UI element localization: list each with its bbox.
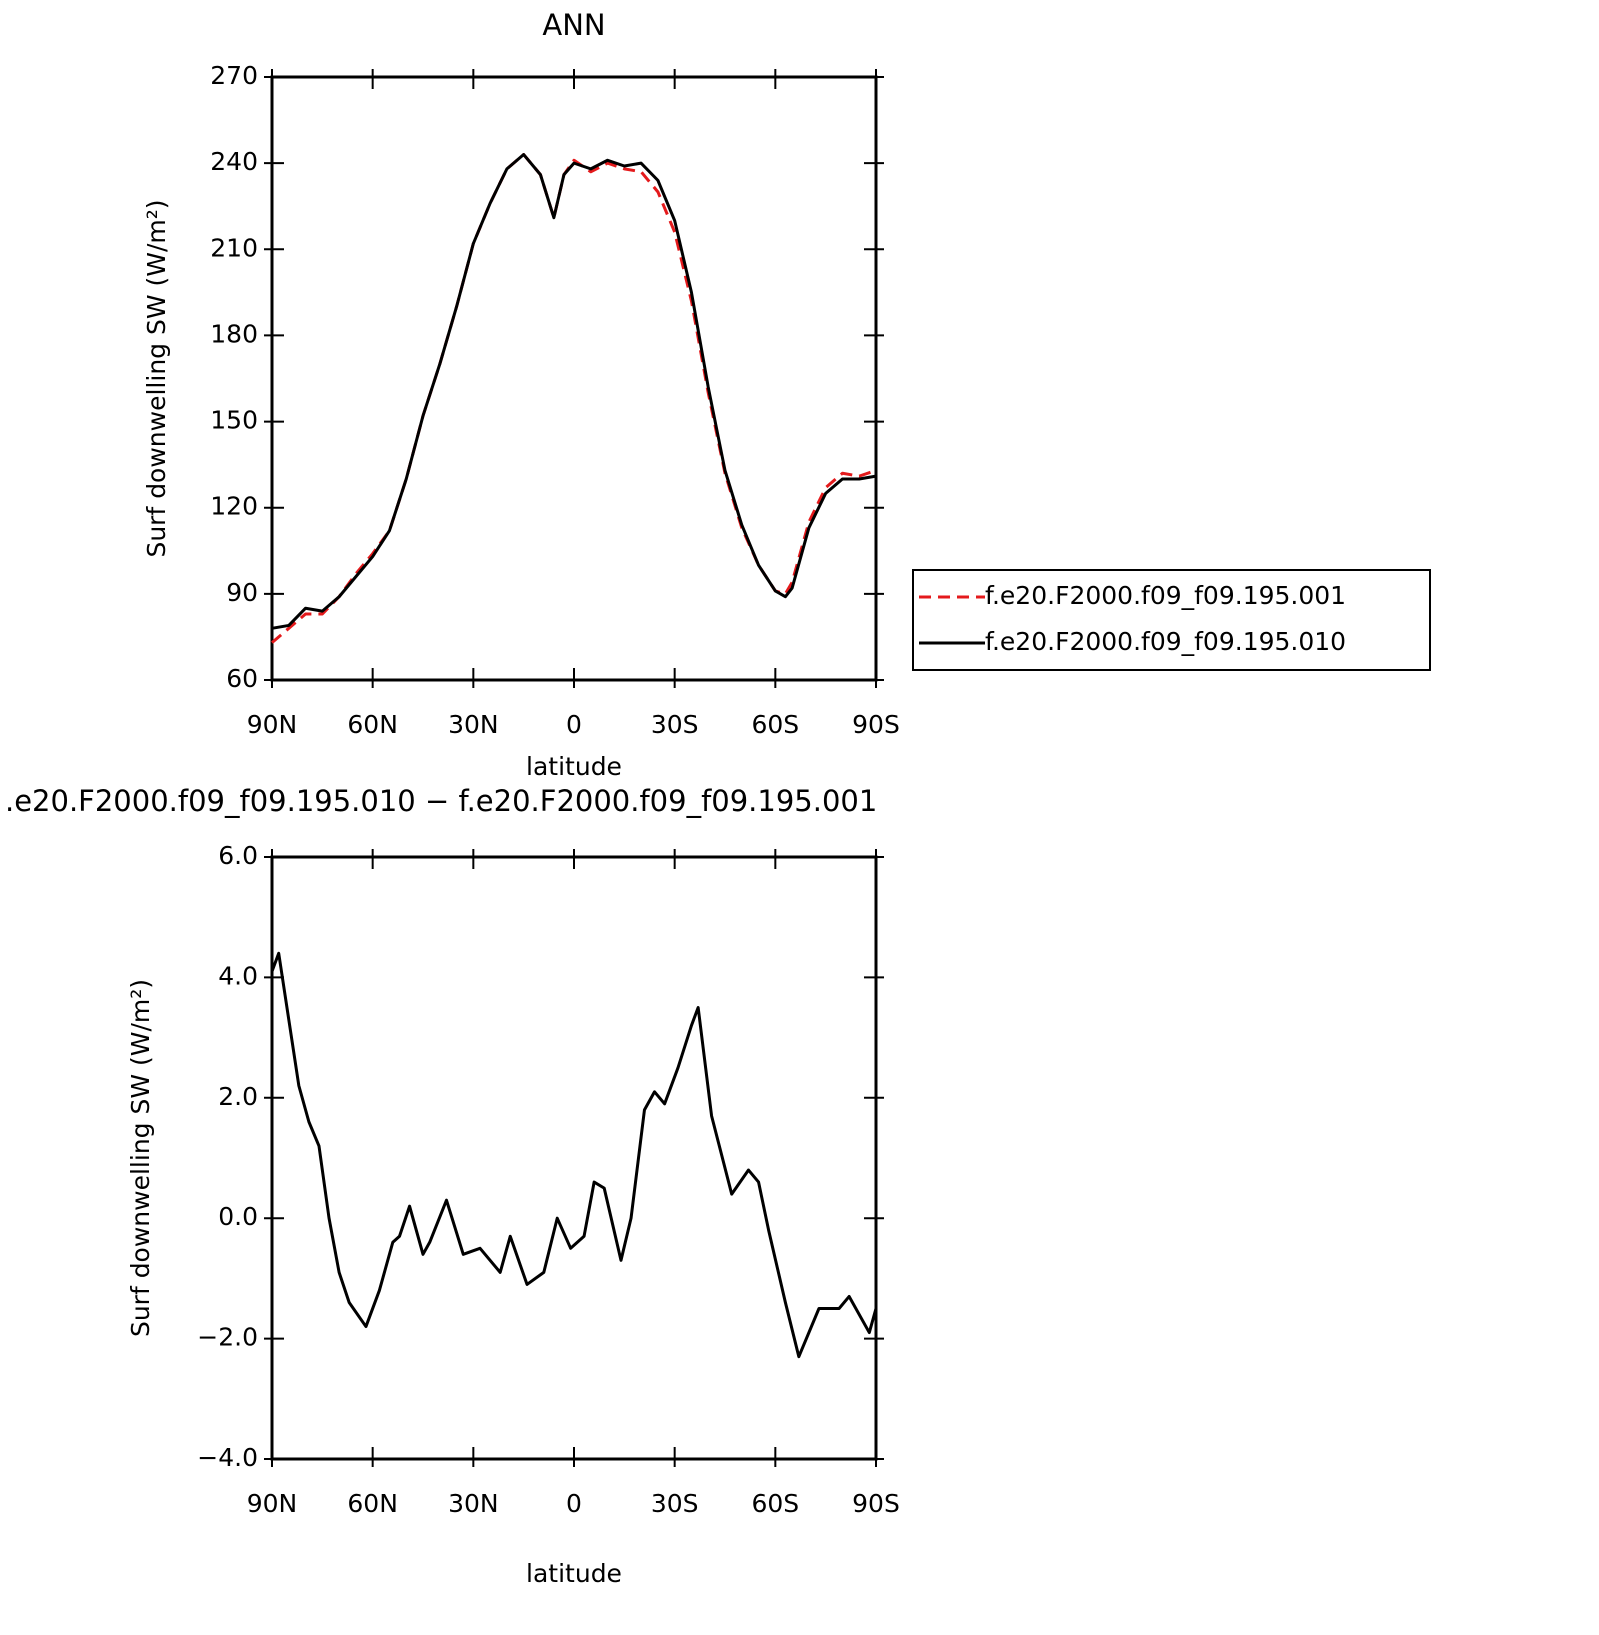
x-tick-label: 60S <box>751 1489 799 1518</box>
x-tick-label: 30S <box>651 710 699 739</box>
y-tick-label: 120 <box>210 492 258 521</box>
y-tick-label: 60 <box>226 664 258 693</box>
y-tick-label: 180 <box>210 319 258 348</box>
data-line <box>271 153 877 644</box>
y-axis-label: Surf downwelling SW (W/m²) <box>142 199 171 557</box>
x-tick-label: 60N <box>347 710 398 739</box>
y-tick-label: −4.0 <box>197 1443 258 1472</box>
plot-frame <box>270 75 878 682</box>
x-tick-label: 90N <box>247 710 298 739</box>
y-tick-label: 210 <box>210 233 258 262</box>
y-tick-label: 90 <box>226 578 258 607</box>
y-tick-label: 4.0 <box>218 961 258 990</box>
x-tick-label: 30S <box>651 1489 699 1518</box>
x-tick-label: 90N <box>247 1489 298 1518</box>
y-axis-label: Surf downwelling SW (W/m²) <box>126 979 155 1337</box>
data-line <box>271 153 877 630</box>
y-tick-label: 240 <box>210 147 258 176</box>
x-tick-label: 30N <box>448 1489 499 1518</box>
x-axis-label: latitude <box>526 1559 622 1588</box>
legend-label: f.e20.F2000.f09_f09.195.010 <box>985 627 1346 656</box>
y-tick-label: 150 <box>210 406 258 435</box>
legend-box <box>912 569 1431 671</box>
x-tick-label: 90S <box>852 710 900 739</box>
x-tick-label: 60N <box>347 1489 398 1518</box>
x-tick-label: 90S <box>852 1489 900 1518</box>
x-tick-label: 30N <box>448 710 499 739</box>
x-axis-label: latitude <box>526 752 622 781</box>
y-tick-label: −2.0 <box>197 1323 258 1352</box>
y-tick-label: 0.0 <box>218 1202 258 1231</box>
y-tick-label: 6.0 <box>218 841 258 870</box>
y-tick-label: 2.0 <box>218 1082 258 1111</box>
chart-title: .e20.F2000.f09_f09.195.010 − f.e20.F2000… <box>5 784 877 818</box>
chart-title: ANN <box>542 8 605 42</box>
data-line <box>270 951 878 1359</box>
x-tick-label: 0 <box>566 1489 582 1518</box>
y-tick-label: 270 <box>210 61 258 90</box>
legend-label: f.e20.F2000.f09_f09.195.001 <box>985 581 1346 610</box>
x-tick-label: 0 <box>566 710 582 739</box>
plot-frame <box>270 855 878 1461</box>
x-tick-label: 60S <box>751 710 799 739</box>
